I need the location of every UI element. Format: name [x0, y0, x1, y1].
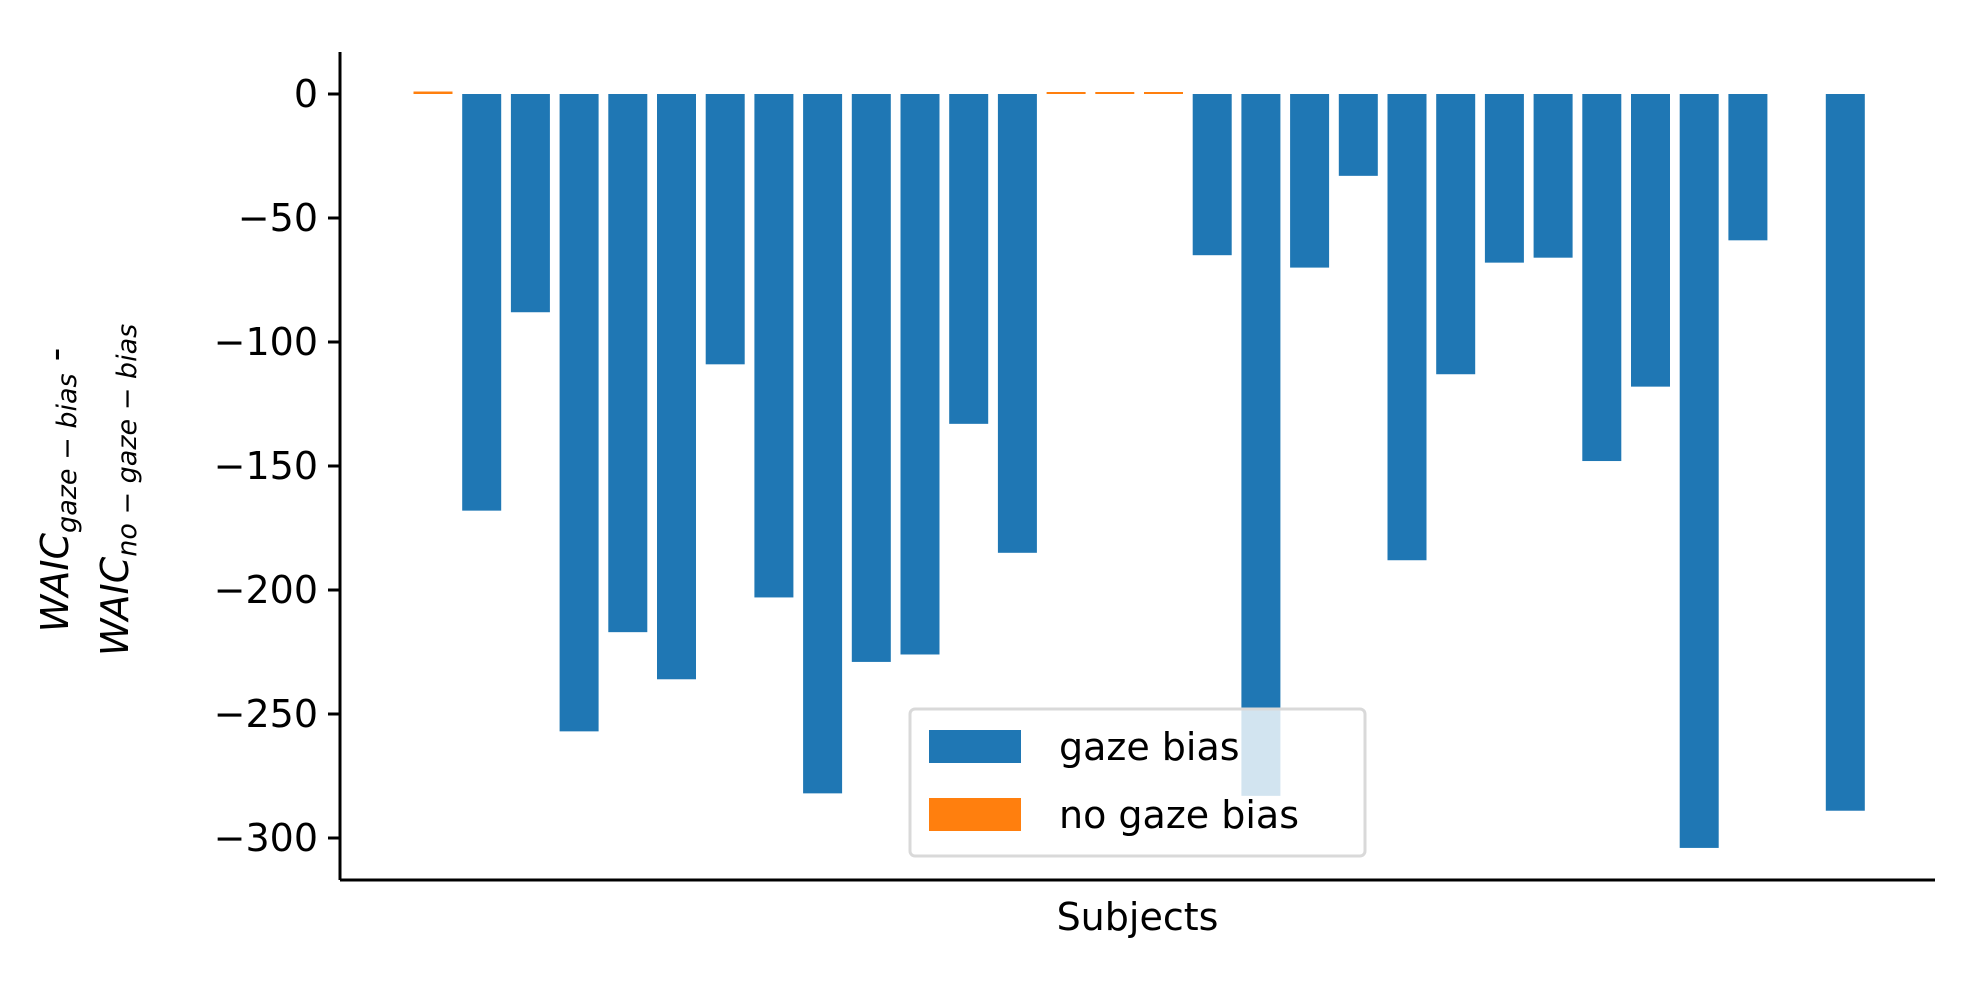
- y-tick-label: −50: [238, 196, 318, 240]
- bar-gaze-bias: [1533, 94, 1573, 258]
- bar-gaze-bias: [803, 94, 843, 794]
- bar-gaze-bias: [851, 94, 891, 662]
- bar-gaze-bias: [608, 94, 648, 633]
- bar-gaze-bias: [1192, 94, 1232, 256]
- y-tick-label: −150: [214, 444, 318, 488]
- bar-gaze-bias: [1825, 94, 1865, 811]
- bar-gaze-bias: [462, 94, 502, 511]
- y-ticks-group: 0 −50 −100 −150 −200 −250 −300: [214, 72, 340, 860]
- bar-gaze-bias: [949, 94, 989, 424]
- bar-gaze-bias: [1679, 94, 1719, 848]
- y-tick-label: −100: [214, 320, 318, 364]
- legend-swatch-no-gaze-bias: [929, 798, 1021, 831]
- bar-gaze-bias: [754, 94, 794, 598]
- bar-no-gaze-bias: [1095, 92, 1135, 94]
- bar-gaze-bias: [997, 94, 1037, 553]
- bar-gaze-bias: [657, 94, 696, 680]
- y-axis-title: WAICgaze − bias - WAICno − gaze − bias: [33, 324, 143, 656]
- bar-gaze-bias: [1436, 94, 1476, 375]
- bar-gaze-bias: [1484, 94, 1524, 263]
- legend-swatch-gaze-bias: [929, 730, 1021, 763]
- x-axis-title: Subjects: [1057, 895, 1219, 939]
- y-tick-label: −300: [214, 816, 318, 860]
- bar-gaze-bias: [1338, 94, 1378, 176]
- y-tick-label: 0: [294, 72, 318, 116]
- bar-gaze-bias: [1387, 94, 1427, 561]
- bar-gaze-bias: [1728, 94, 1768, 241]
- bar-gaze-bias: [900, 94, 940, 655]
- bar-no-gaze-bias: [1046, 92, 1086, 94]
- bar-gaze-bias: [559, 94, 599, 732]
- bar-gaze-bias: [1582, 94, 1622, 462]
- bar-gaze-bias: [1631, 94, 1670, 387]
- y-axis-title-line-2: WAICno − gaze − bias: [93, 324, 143, 656]
- bar-gaze-bias: [705, 94, 745, 365]
- bar-no-gaze-bias: [1144, 92, 1183, 94]
- bar-gaze-bias: [1290, 94, 1330, 268]
- bar-no-gaze-bias: [413, 91, 453, 94]
- bars-group: [413, 91, 1865, 848]
- bar-gaze-bias: [1241, 94, 1281, 796]
- y-tick-label: −200: [214, 568, 318, 612]
- legend-label-gaze-bias: gaze bias: [1059, 725, 1240, 769]
- y-axis-title-line-1: WAICgaze − bias -: [33, 348, 83, 633]
- legend-label-no-gaze-bias: no gaze bias: [1059, 793, 1299, 837]
- bar-gaze-bias: [510, 94, 550, 313]
- y-tick-label: −250: [214, 692, 318, 736]
- legend-frame: [908, 707, 1367, 858]
- legend: gaze bias no gaze bias: [908, 707, 1367, 858]
